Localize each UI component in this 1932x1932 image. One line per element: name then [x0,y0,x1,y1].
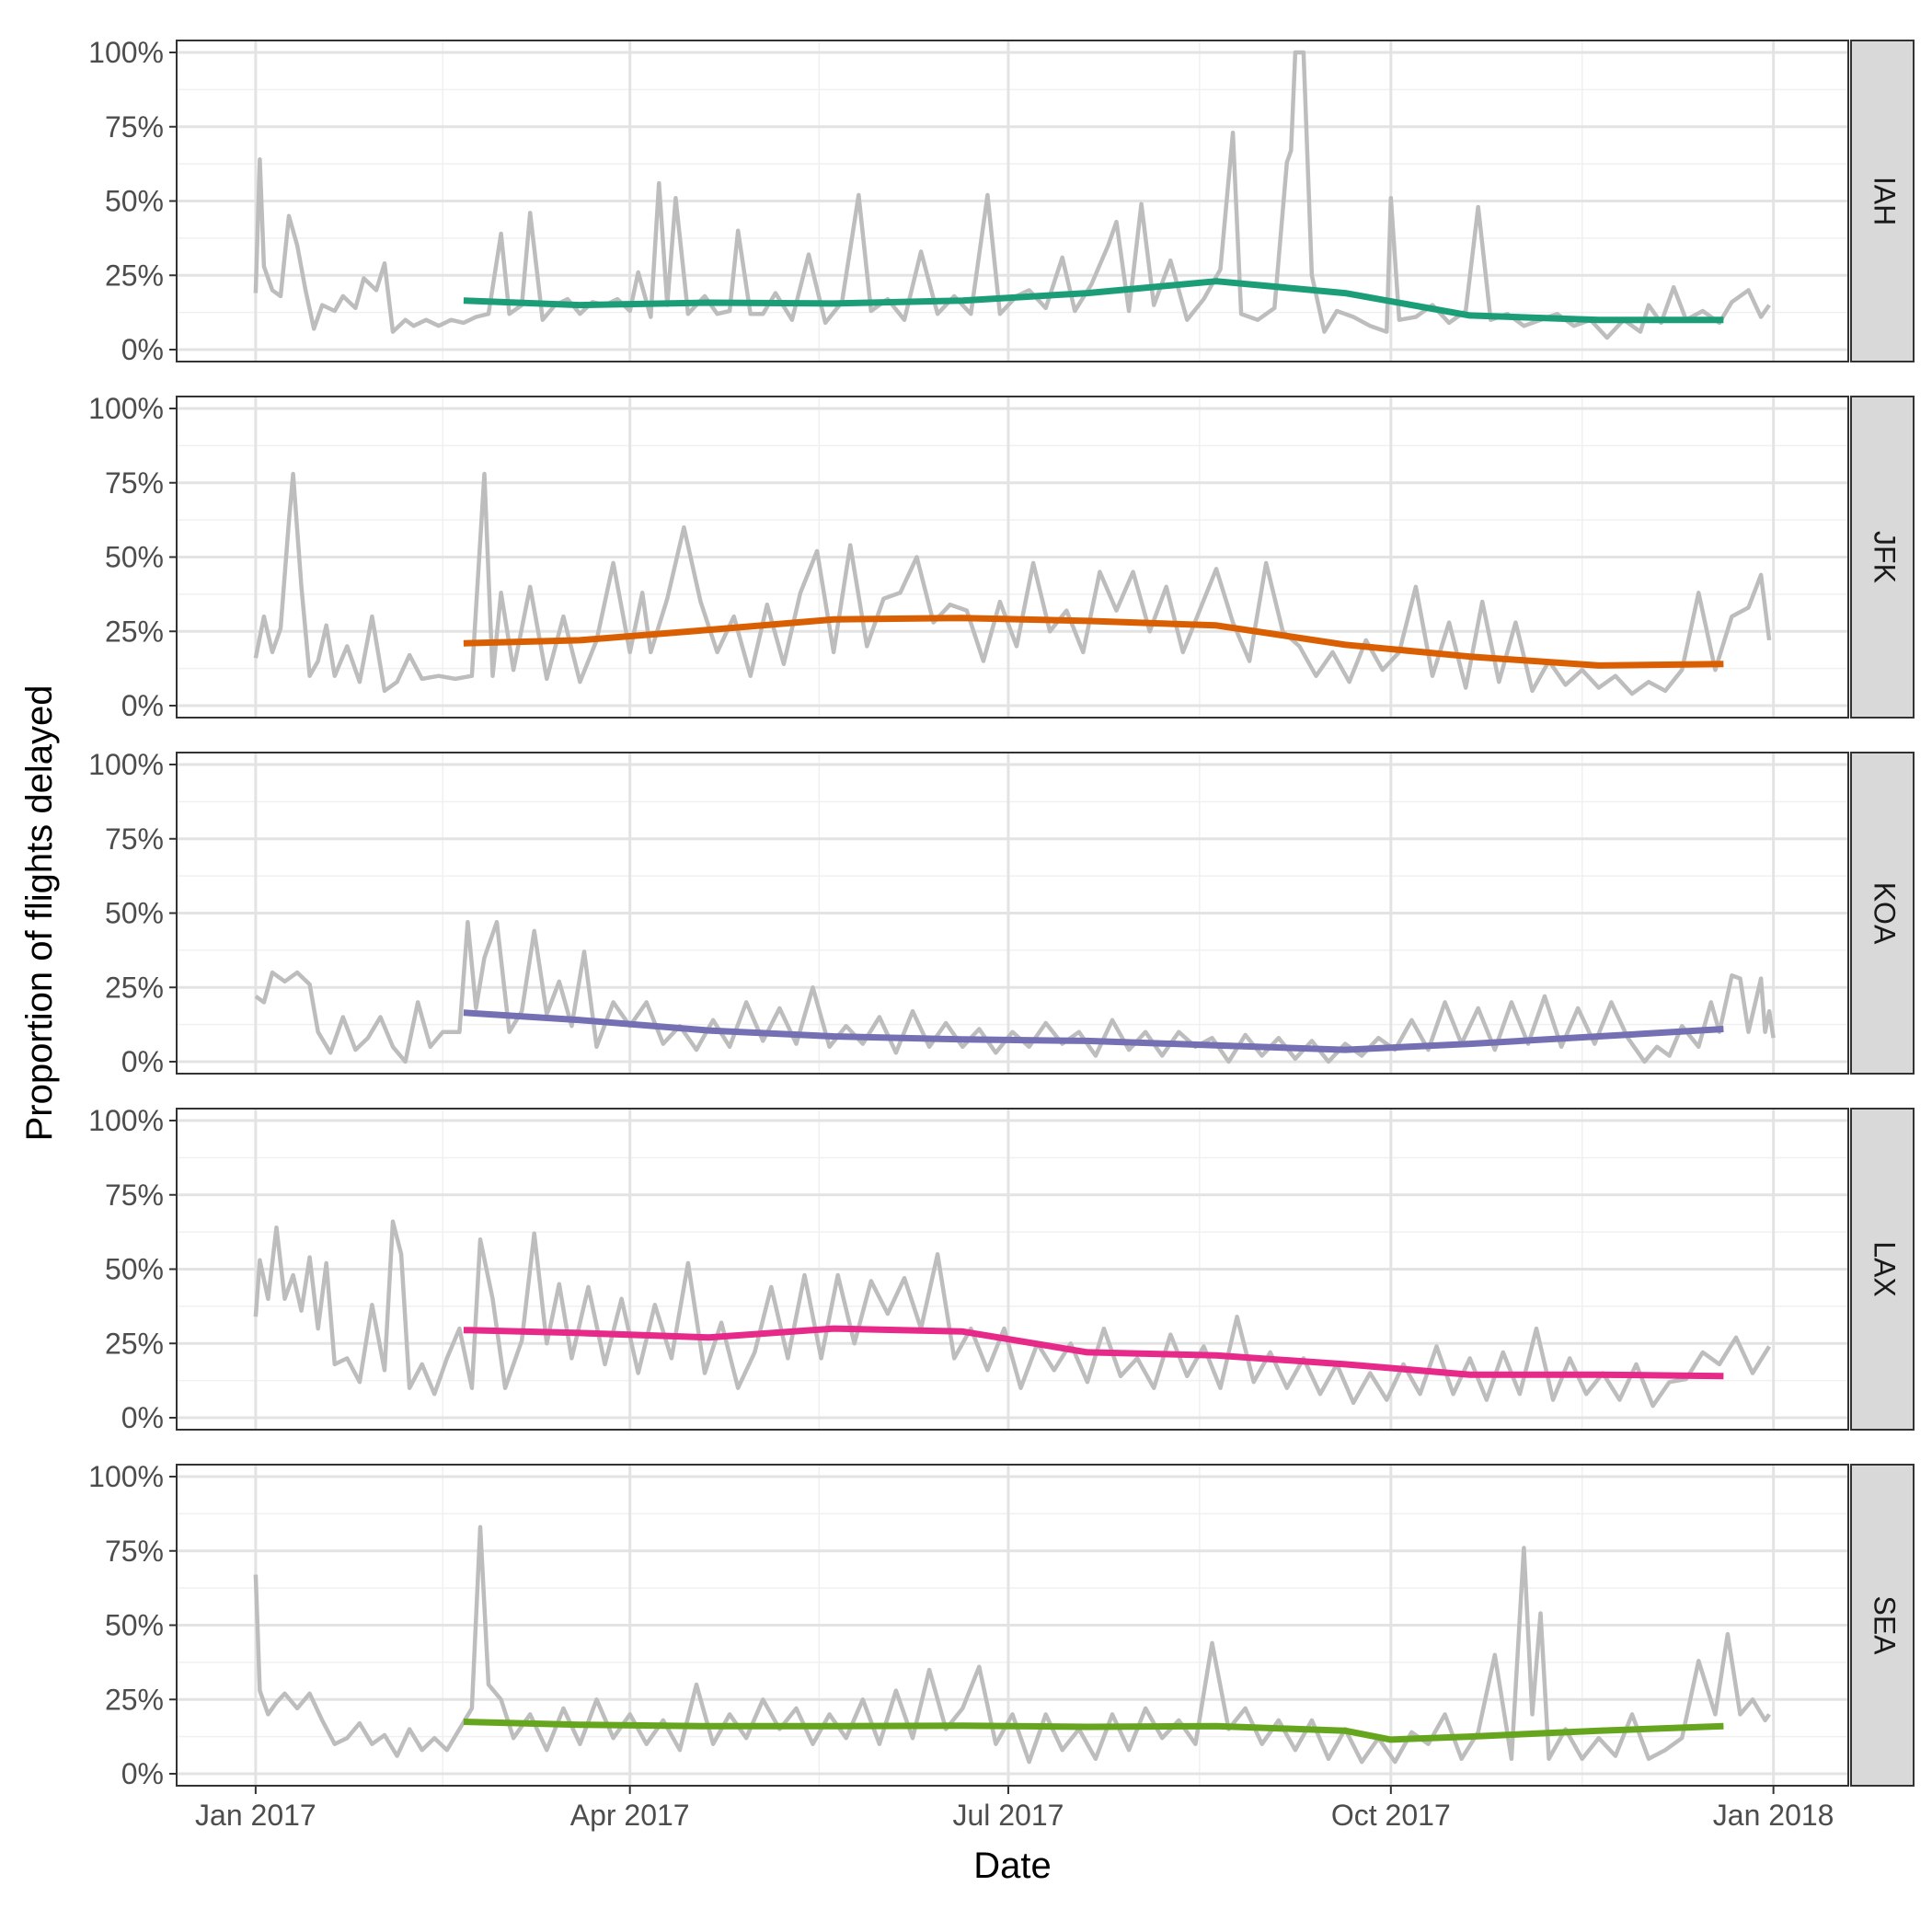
facet-strip-label: KOA [1869,882,1902,945]
x-tick-label: Jan 2018 [1713,1799,1834,1832]
x-tick-label: Jul 2017 [952,1799,1064,1832]
y-tick-label: 75% [105,1535,164,1568]
x-tick-label: Jan 2017 [195,1799,316,1832]
facet-panel-lax: 0% 25% 50% 75% 100% LAX [88,1104,1915,1434]
y-tick-label: 25% [105,971,164,1004]
y-tick-label: 75% [105,110,164,144]
facet-strip [1850,1108,1915,1431]
facet-strip-label: LAX [1869,1241,1902,1296]
facet-panel-sea: 0% 25% 50% 75% 100% SEA [88,1460,1915,1790]
facet-strip [1850,1464,1915,1787]
y-tick-label: 50% [105,897,164,930]
y-tick-label: 0% [121,1401,164,1434]
facet-strip-label: IAH [1869,177,1902,225]
y-axis-title: Proportion of flights delayed [19,685,60,1142]
facet-panels: 0% 25% 50% 75% 100% IAH 0% 25% 50% 75% 100% JFK 0% 25… [88,36,1915,1790]
smooth-trend-line [463,1719,1724,1743]
facet-strip-label: SEA [1869,1595,1902,1655]
y-tick-label: 0% [121,1045,164,1078]
y-tick-label: 0% [121,333,164,366]
facet-strip [1850,752,1915,1075]
x-tick-label: Apr 2017 [570,1799,690,1832]
x-axis-title: Date [973,1846,1052,1886]
x-axis: Jan 2017 Apr 2017 Jul 2017 Oct 2017 Jan 2018 [195,1786,1834,1832]
y-tick-label: 50% [105,185,164,218]
y-tick-label: 100% [88,748,164,781]
y-tick-label: 100% [88,392,164,425]
smooth-trend-line [463,278,1724,324]
y-tick-label: 75% [105,466,164,500]
facet-panel-jfk: 0% 25% 50% 75% 100% JFK [88,392,1915,722]
y-tick-label: 75% [105,1179,164,1212]
y-tick-label: 100% [88,36,164,69]
y-tick-label: 75% [105,822,164,856]
facet-strip-label: JFK [1869,531,1902,583]
raw-series-line [253,1524,1771,1765]
smooth-trend-line [463,1325,1724,1380]
y-tick-label: 25% [105,1327,164,1360]
y-tick-label: 50% [105,1253,164,1286]
facet-panel-koa: 0% 25% 50% 75% 100% KOA [88,748,1915,1078]
y-tick-label: 50% [105,1609,164,1642]
y-tick-label: 25% [105,615,164,648]
x-tick-label: Oct 2017 [1331,1799,1451,1832]
smooth-trend-line [463,1009,1724,1053]
y-tick-label: 25% [105,1683,164,1716]
facet-strip [1850,396,1915,719]
raw-series-line [253,471,1772,696]
y-tick-label: 100% [88,1104,164,1137]
y-tick-label: 25% [105,259,164,292]
facet-strip [1850,40,1915,362]
y-tick-label: 0% [121,1757,164,1790]
raw-series-line [253,50,1771,340]
smooth-trend-line [463,615,1724,669]
y-tick-label: 100% [88,1460,164,1493]
y-tick-label: 0% [121,689,164,722]
facet-panel-iah: 0% 25% 50% 75% 100% IAH [88,36,1915,366]
y-tick-label: 50% [105,541,164,574]
